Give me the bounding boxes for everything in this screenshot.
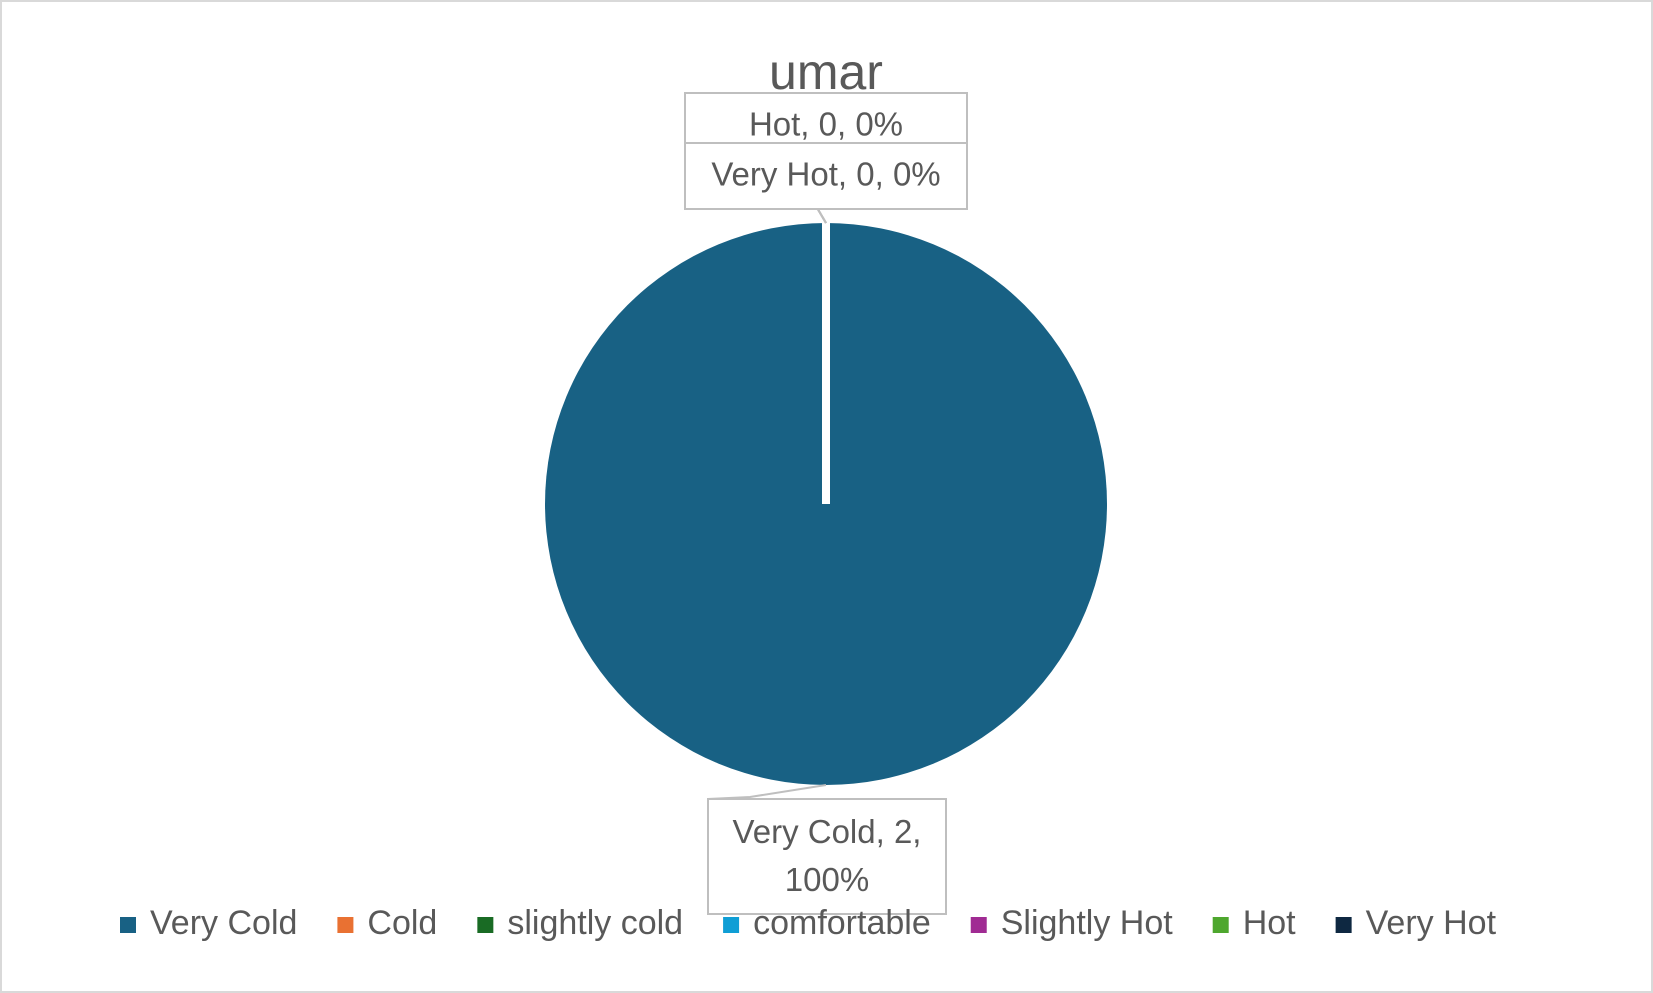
data-label-text: Hot, 0, 0% bbox=[749, 106, 903, 143]
legend-swatch bbox=[1212, 917, 1229, 933]
data-label-text: Very Cold, 2, 100% bbox=[733, 813, 922, 898]
legend-swatch bbox=[120, 917, 136, 933]
legend-label: Slightly Hot bbox=[1001, 904, 1174, 942]
label-box bbox=[684, 142, 968, 210]
legend-label: comfortable bbox=[753, 904, 931, 942]
legend-swatch bbox=[1335, 917, 1352, 933]
label-box bbox=[707, 798, 947, 915]
legend-swatch bbox=[337, 917, 354, 933]
data-label: Very Hot, 0, 0% bbox=[684, 142, 968, 224]
legend-swatch bbox=[477, 917, 494, 933]
legend-label: slightly cold bbox=[507, 904, 683, 942]
data-label: Very Cold, 2, 100% bbox=[707, 784, 947, 915]
data-label-text: Very Hot, 0, 0% bbox=[711, 156, 940, 193]
legend-swatch bbox=[723, 917, 740, 933]
chart-title: umar bbox=[769, 44, 883, 100]
legend-label: Hot bbox=[1243, 904, 1296, 942]
legend-label: Very Cold bbox=[150, 904, 297, 942]
legend-label: Very Hot bbox=[1366, 904, 1497, 942]
legend-swatch bbox=[970, 917, 987, 933]
legend-label: Cold bbox=[367, 904, 437, 942]
